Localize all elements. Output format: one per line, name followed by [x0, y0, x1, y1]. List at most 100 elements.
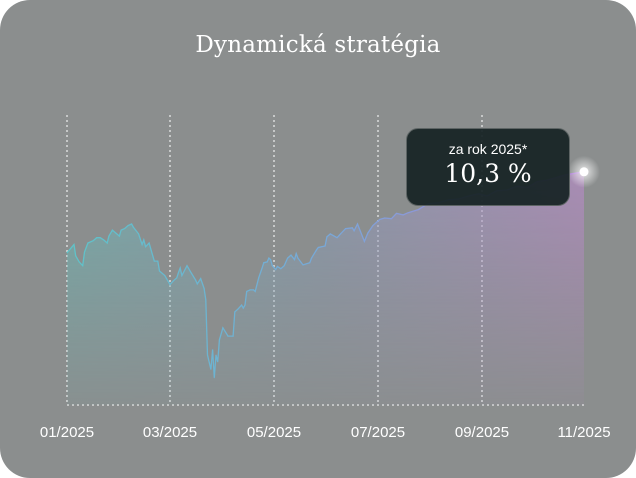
- data-point: [115, 232, 117, 234]
- data-point: [280, 268, 282, 270]
- data-point: [246, 290, 248, 293]
- data-point: [96, 237, 98, 239]
- data-point: [356, 223, 359, 225]
- data-point: [218, 339, 221, 341]
- data-point: [206, 354, 209, 356]
- data-point: [200, 277, 202, 280]
- chart-title: Dynamická stratégia: [195, 32, 441, 58]
- data-point: [232, 335, 234, 337]
- data-point: [144, 246, 147, 248]
- data-point: [227, 335, 229, 337]
- data-point: [384, 217, 386, 219]
- x-tick-label: 05/2025: [246, 424, 302, 441]
- data-point: [263, 262, 265, 264]
- data-point: [212, 349, 214, 351]
- data-point: [164, 274, 166, 277]
- data-point: [395, 212, 398, 215]
- data-point: [153, 260, 155, 262]
- data-point: [120, 229, 122, 231]
- data-point: [210, 368, 212, 371]
- data-point: [237, 308, 239, 310]
- x-tick-label: 11/2025: [557, 424, 611, 441]
- data-point: [189, 271, 192, 273]
- data-point: [75, 255, 77, 257]
- data-point: [293, 259, 296, 261]
- data-point: [271, 265, 273, 267]
- data-point: [143, 239, 145, 241]
- data-point: [222, 327, 224, 329]
- data-point: [268, 257, 270, 259]
- data-point: [99, 237, 101, 239]
- x-tick-label: 01/2025: [39, 424, 95, 441]
- data-point: [141, 243, 143, 246]
- data-point: [258, 277, 260, 279]
- data-point: [167, 280, 169, 283]
- data-point: [179, 267, 181, 269]
- data-point: [176, 277, 178, 279]
- data-point: [351, 227, 354, 229]
- data-point: [290, 254, 292, 256]
- data-point: [402, 214, 404, 216]
- data-point: [130, 223, 133, 225]
- data-point: [326, 236, 328, 238]
- data-point: [132, 226, 134, 228]
- data-point: [297, 257, 299, 259]
- data-point: [249, 289, 251, 291]
- tooltip-label: za rok 2025*: [448, 141, 528, 157]
- data-point: [87, 242, 89, 244]
- data-point: [266, 261, 268, 263]
- data-point: [275, 268, 277, 271]
- data-point: [417, 209, 419, 211]
- data-point: [92, 240, 94, 242]
- data-point: [205, 299, 207, 301]
- data-point: [276, 265, 279, 268]
- data-point: [118, 235, 120, 237]
- data-point: [203, 287, 205, 289]
- data-point: [329, 233, 331, 235]
- data-point: [407, 212, 409, 214]
- data-point: [252, 289, 255, 291]
- data-point: [73, 243, 75, 246]
- current-marker-dot[interactable]: [579, 167, 589, 177]
- data-point: [217, 361, 219, 363]
- data-point: [82, 265, 84, 267]
- data-point: [310, 257, 313, 259]
- data-point: [172, 280, 175, 282]
- data-point: [254, 290, 256, 293]
- data-point: [177, 271, 180, 274]
- data-point: [186, 265, 188, 267]
- data-point: [363, 240, 365, 243]
- data-point: [127, 224, 129, 227]
- data-point: [302, 264, 304, 266]
- data-point: [108, 235, 110, 237]
- data-point: [283, 265, 285, 267]
- data-point: [137, 233, 140, 235]
- data-point: [181, 274, 183, 277]
- data-point: [244, 304, 246, 306]
- data-point: [124, 227, 126, 230]
- data-point: [287, 257, 289, 259]
- data-point: [194, 279, 197, 281]
- data-point: [106, 242, 108, 244]
- data-point: [261, 267, 263, 269]
- area-fill: [67, 171, 584, 405]
- data-point: [215, 354, 217, 356]
- data-point: [295, 252, 297, 255]
- x-tick-label: 07/2025: [350, 424, 406, 441]
- data-point: [158, 270, 161, 272]
- data-point: [78, 261, 80, 263]
- data-point: [372, 224, 374, 227]
- data-point: [83, 251, 86, 253]
- data-point: [103, 239, 105, 241]
- data-point: [339, 233, 342, 235]
- data-point: [196, 283, 198, 285]
- data-point: [379, 218, 381, 221]
- data-point: [111, 229, 113, 231]
- data-point: [316, 249, 318, 251]
- data-point: [353, 230, 355, 232]
- data-point: [213, 377, 215, 379]
- data-point: [367, 232, 369, 234]
- x-tick-label: 03/2025: [142, 424, 198, 441]
